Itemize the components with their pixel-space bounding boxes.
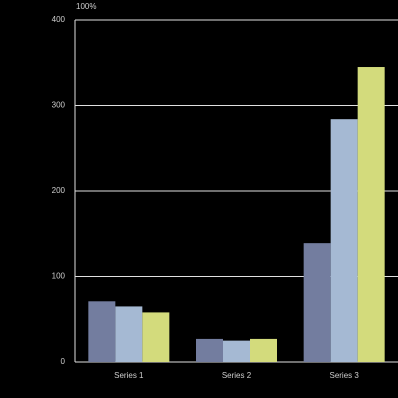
bar: [88, 301, 116, 362]
bar: [223, 340, 250, 362]
y-tick-label: 300: [52, 101, 66, 110]
y-tick-label: 200: [52, 186, 66, 195]
y-tick-label: 100: [52, 272, 66, 281]
y-tick-label: 400: [52, 15, 66, 24]
bar: [303, 243, 331, 362]
x-tick-label: Series 2: [222, 371, 252, 380]
y-axis-title: 100%: [76, 2, 96, 11]
x-tick-label: Series 3: [329, 371, 359, 380]
y-tick-label: 0: [61, 357, 66, 366]
bar: [357, 67, 385, 363]
bar: [196, 338, 223, 362]
bar: [330, 119, 358, 363]
bar: [115, 306, 143, 362]
bar: [142, 312, 170, 362]
bar: [250, 338, 277, 362]
x-tick-label: Series 1: [114, 371, 144, 380]
